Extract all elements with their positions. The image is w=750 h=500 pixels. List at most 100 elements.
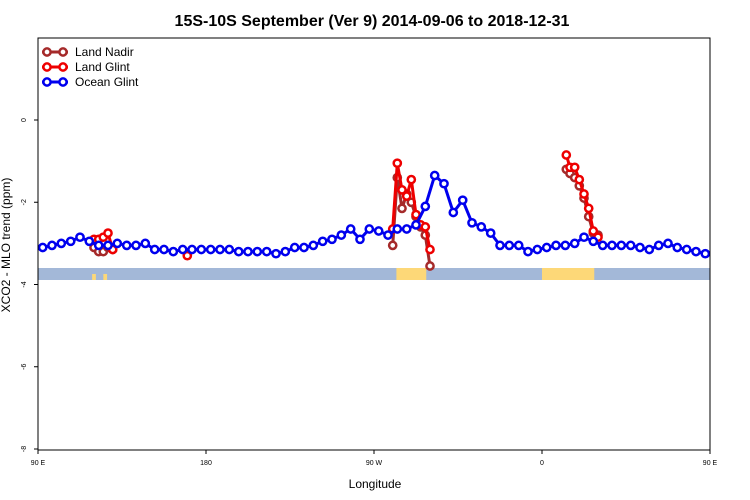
data-point	[56, 238, 67, 249]
surface-type-band	[38, 268, 710, 280]
data-point	[75, 232, 85, 243]
data-point	[364, 224, 375, 234]
x-axis: 90 E 180 90 W 0 90 E	[31, 450, 718, 467]
legend-marker	[58, 77, 68, 87]
x-tick-label: 90 E	[703, 460, 718, 467]
data-point	[383, 230, 393, 240]
data-point	[504, 240, 515, 251]
data-point	[215, 244, 225, 255]
data-point	[103, 240, 113, 251]
data-point	[159, 244, 169, 255]
data-point	[65, 236, 76, 247]
series-ocean-glint	[38, 170, 710, 259]
data-point	[429, 170, 440, 181]
data-point	[299, 242, 309, 253]
data-point	[187, 244, 197, 255]
data-point	[467, 217, 477, 228]
data-point	[112, 238, 123, 249]
data-point	[401, 224, 412, 234]
legend-label: Land Glint	[75, 60, 130, 74]
legend-marker	[58, 47, 68, 57]
data-point	[149, 244, 160, 255]
data-point	[588, 226, 599, 236]
data-point	[663, 238, 673, 249]
chart-title: 15S-10S September (Ver 9) 2014-09-06 to …	[175, 13, 570, 30]
y-axis: 0 -2 -4 -6 -8	[21, 118, 38, 452]
data-point	[103, 228, 113, 238]
data-point	[583, 203, 594, 214]
series-land-glint	[89, 150, 603, 261]
data-point	[513, 240, 524, 251]
data-point	[541, 242, 552, 253]
x-tick-label: 90 E	[31, 460, 46, 467]
data-point	[457, 195, 468, 206]
data-point	[551, 240, 561, 251]
data-point	[653, 240, 664, 251]
legend-label: Land Nadir	[75, 45, 134, 59]
y-tick-label: -8	[21, 446, 28, 452]
data-point	[345, 224, 356, 234]
data-point	[261, 246, 272, 257]
data-point	[121, 240, 132, 251]
data-point	[177, 244, 188, 255]
data-point	[569, 238, 580, 249]
legend-marker	[58, 62, 68, 72]
data-point	[392, 158, 403, 169]
data-point	[140, 238, 151, 249]
data-point	[672, 242, 683, 253]
data-point	[93, 240, 104, 251]
data-point	[373, 226, 384, 236]
data-point	[401, 191, 412, 201]
data-point	[485, 228, 496, 238]
data-point	[406, 174, 417, 185]
data-point	[476, 222, 487, 232]
data-point	[252, 246, 263, 257]
data-point	[681, 244, 692, 255]
data-point	[691, 246, 701, 257]
land-band	[542, 268, 595, 280]
data-point	[182, 250, 193, 261]
data-point	[560, 240, 571, 251]
data-point	[420, 222, 431, 232]
y-tick-label: -2	[21, 199, 28, 205]
data-point	[700, 248, 710, 259]
data-point	[243, 246, 253, 257]
data-point	[397, 203, 407, 214]
legend-marker	[42, 62, 52, 72]
data-point	[635, 242, 645, 253]
land-band	[92, 274, 96, 280]
data-point	[224, 244, 235, 255]
y-axis-label: XCO2 - MLO trend (ppm)	[0, 178, 13, 313]
ocean-band	[38, 268, 710, 280]
legend-marker	[42, 77, 52, 87]
data-point	[233, 246, 244, 257]
legend-label: Ocean Glint	[75, 75, 139, 89]
land-band	[396, 268, 427, 280]
data-point	[561, 150, 572, 160]
data-point	[495, 240, 505, 251]
data-point	[532, 244, 543, 255]
data-point	[336, 230, 347, 240]
data-point	[387, 240, 398, 251]
data-point	[38, 242, 48, 253]
x-tick-label: 0	[540, 460, 544, 467]
data-point	[397, 185, 407, 195]
y-tick-label: -6	[21, 364, 28, 370]
data-point	[289, 242, 300, 253]
data-point	[644, 244, 655, 255]
data-point	[271, 248, 281, 259]
data-point	[579, 232, 589, 243]
x-tick-label: 180	[200, 460, 212, 467]
x-tick-label: 90 W	[366, 460, 383, 467]
data-point	[625, 240, 636, 251]
data-point	[448, 207, 459, 218]
data-point	[425, 244, 435, 255]
y-tick-label: -4	[21, 281, 28, 287]
data-point	[607, 240, 617, 251]
land-band	[103, 274, 108, 280]
series-layer	[38, 150, 710, 271]
data-point	[355, 234, 365, 245]
data-point	[411, 220, 421, 230]
